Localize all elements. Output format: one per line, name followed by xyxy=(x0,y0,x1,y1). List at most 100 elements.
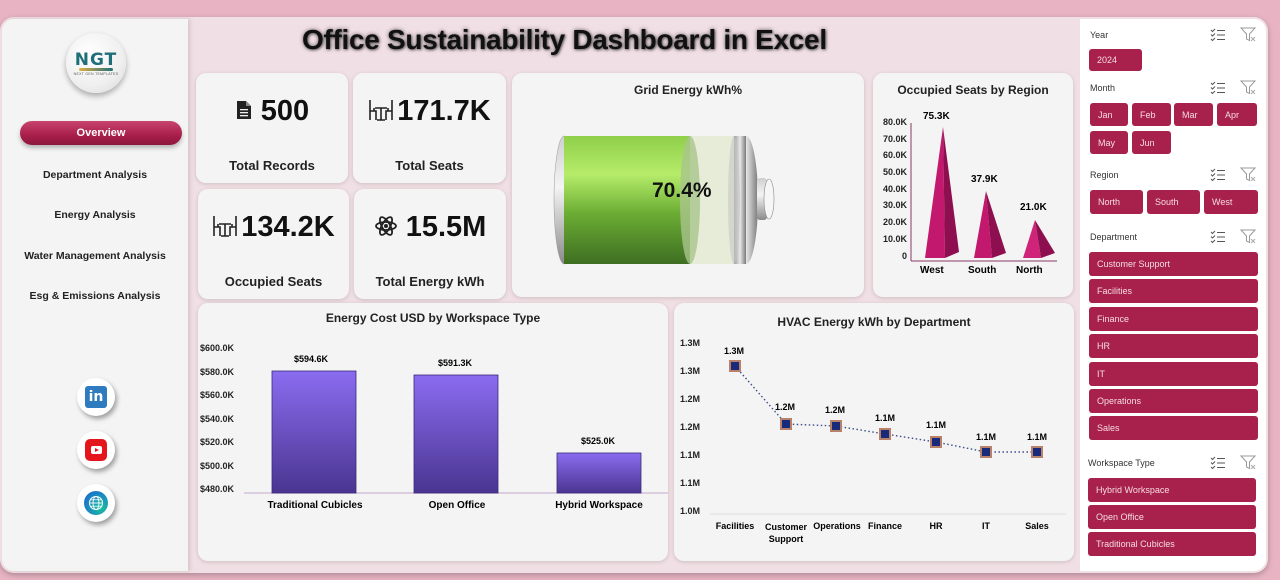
slicer-month-header: Month xyxy=(1090,80,1256,95)
linkedin-icon: in xyxy=(85,386,107,408)
data-label: 1.1M xyxy=(875,413,896,423)
slicer-label: Year xyxy=(1090,29,1109,40)
grid-energy-value: 70.4% xyxy=(652,179,712,202)
slicer-region-west[interactable]: West xyxy=(1204,190,1258,214)
kpi-card-total-energy: 15.5M Total Energy kWh xyxy=(354,189,506,299)
kpi-value: 500 xyxy=(260,95,310,127)
slicer-month-jan[interactable]: Jan xyxy=(1090,103,1128,126)
x-label: Operations xyxy=(813,521,861,531)
dashboard-frame: NGT NEXT GEN TEMPLATES Overview Departme… xyxy=(0,17,1268,573)
slicer-month-mar[interactable]: Mar xyxy=(1174,103,1213,126)
slicer-month-feb[interactable]: Feb xyxy=(1132,103,1171,126)
slicer-workspace-hybrid[interactable]: Hybrid Workspace xyxy=(1088,478,1256,502)
nav-water-management-analysis[interactable]: Water Management Analysis xyxy=(24,250,166,262)
slicer-month-jun[interactable]: Jun xyxy=(1132,131,1171,154)
filter-panel: Year 2024 Month Jan Feb Mar Apr May Jun … xyxy=(1080,19,1266,571)
multi-select-icon[interactable] xyxy=(1210,81,1226,95)
youtube-button[interactable] xyxy=(77,431,115,469)
data-label: 1.2M xyxy=(775,402,796,412)
x-label: Customer Support xyxy=(764,522,807,544)
multi-select-icon[interactable] xyxy=(1210,28,1226,42)
x-label: North xyxy=(1016,265,1043,276)
slicer-dept-hr[interactable]: HR xyxy=(1089,334,1258,358)
kpi-label: Total Records xyxy=(229,158,315,173)
hvac-energy-by-department-chart: HVAC Energy kWh by Department 1.3M 1.3M … xyxy=(674,303,1074,561)
slicer-region-south[interactable]: South xyxy=(1147,190,1200,214)
y-axis-ticks: $600.0K $580.0K $560.0K $540.0K $520.0K … xyxy=(199,343,234,494)
slicer-region-north[interactable]: North xyxy=(1090,190,1143,214)
nav-energy-analysis[interactable]: Energy Analysis xyxy=(54,209,136,221)
data-label: 37.9K xyxy=(971,174,998,185)
logo-subtitle: NEXT GEN TEMPLATES xyxy=(73,72,119,76)
x-label: Facilities xyxy=(715,521,755,531)
multi-select-icon[interactable] xyxy=(1210,456,1226,470)
nav-overview-button[interactable]: Overview xyxy=(20,121,182,145)
logo-wave-icon xyxy=(79,68,113,71)
slicer-label: Workspace Type xyxy=(1088,457,1155,468)
slicer-dept-customer-support[interactable]: Customer Support xyxy=(1089,252,1258,276)
slicer-dept-sales[interactable]: Sales xyxy=(1089,416,1258,440)
slicer-dept-operations[interactable]: Operations xyxy=(1089,389,1258,413)
kpi-label: Total Energy kWh xyxy=(375,274,485,289)
data-label: $525.0K xyxy=(581,436,616,446)
bar-series xyxy=(244,370,668,494)
sidebar: NGT NEXT GEN TEMPLATES Overview Departme… xyxy=(2,19,188,571)
chart-title: HVAC Energy kWh by Department xyxy=(777,315,971,329)
slicer-label: Region xyxy=(1090,169,1119,180)
slicer-workspace-open-office[interactable]: Open Office xyxy=(1088,505,1256,529)
slicer-month-apr[interactable]: Apr xyxy=(1217,103,1257,126)
data-label: 1.1M xyxy=(926,420,947,430)
clear-filter-icon[interactable] xyxy=(1240,167,1256,182)
desk-chairs-icon xyxy=(368,98,394,126)
linkedin-button[interactable]: in xyxy=(77,378,115,416)
x-label: South xyxy=(968,265,997,276)
slicer-month-may[interactable]: May xyxy=(1090,131,1128,154)
slicer-department-header: Department xyxy=(1090,229,1256,244)
website-button[interactable] xyxy=(77,484,115,522)
slicer-region-header: Region xyxy=(1090,167,1256,182)
kpi-value: 171.7K xyxy=(397,95,491,127)
desk-chairs-icon xyxy=(212,214,238,242)
slicer-year-2024[interactable]: 2024 xyxy=(1089,49,1142,71)
y-axis-ticks: 1.3M 1.3M 1.2M 1.2M 1.1M 1.1M 1.0M xyxy=(680,338,701,516)
chart-title: Energy Cost USD by Workspace Type xyxy=(325,311,541,325)
x-label: IT xyxy=(982,521,990,531)
kpi-label: Total Seats xyxy=(395,158,464,173)
clear-filter-icon[interactable] xyxy=(1240,455,1256,470)
kpi-value: 15.5M xyxy=(405,211,487,243)
kpi-label: Occupied Seats xyxy=(224,274,323,289)
globe-icon xyxy=(84,491,108,515)
slicer-workspace-header: Workspace Type xyxy=(1088,455,1256,470)
slicer-year-header: Year xyxy=(1090,27,1256,42)
line-series xyxy=(710,360,1066,515)
youtube-icon xyxy=(85,439,107,461)
multi-select-icon[interactable] xyxy=(1210,168,1226,182)
slicer-dept-finance[interactable]: Finance xyxy=(1089,307,1258,331)
x-label: HR xyxy=(929,521,943,531)
x-label: Sales xyxy=(1025,521,1049,531)
clear-filter-icon[interactable] xyxy=(1240,80,1256,95)
x-label: Hybrid Workspace xyxy=(555,500,643,511)
page-title: Office Sustainability Dashboard in Excel xyxy=(302,24,827,55)
nav-esg-emissions-analysis[interactable]: Esg & Emissions Analysis xyxy=(29,290,161,302)
multi-select-icon[interactable] xyxy=(1210,230,1226,244)
grid-energy-gauge-card: Grid Energy kWh% xyxy=(512,73,864,297)
slicer-dept-it[interactable]: IT xyxy=(1089,362,1258,386)
chart-title: Occupied Seats by Region xyxy=(897,83,1049,97)
nav-department-analysis[interactable]: Department Analysis xyxy=(42,169,148,181)
slicer-workspace-traditional-cubicles[interactable]: Traditional Cubicles xyxy=(1088,532,1256,556)
kpi-card-total-seats: 171.7K Total Seats xyxy=(353,73,506,183)
slicer-dept-facilities[interactable]: Facilities xyxy=(1089,279,1258,303)
slicer-label: Month xyxy=(1090,82,1116,93)
slicer-label: Department xyxy=(1090,231,1138,242)
data-label: 1.3M xyxy=(724,346,745,356)
y-axis-ticks: 80.0K 70.0K 60.0K 50.0K 40.0K 30.0K 20.0… xyxy=(882,117,907,261)
atom-icon xyxy=(374,214,398,242)
data-label: $591.3K xyxy=(438,358,473,368)
clear-filter-icon[interactable] xyxy=(1240,27,1256,42)
occupied-seats-by-region-chart: Occupied Seats by Region 80.0K 70.0K 60.… xyxy=(873,73,1073,297)
clear-filter-icon[interactable] xyxy=(1240,229,1256,244)
kpi-card-occupied-seats: 134.2K Occupied Seats xyxy=(198,189,349,299)
data-label: 21.0K xyxy=(1020,202,1047,213)
x-label: Open Office xyxy=(428,500,486,511)
